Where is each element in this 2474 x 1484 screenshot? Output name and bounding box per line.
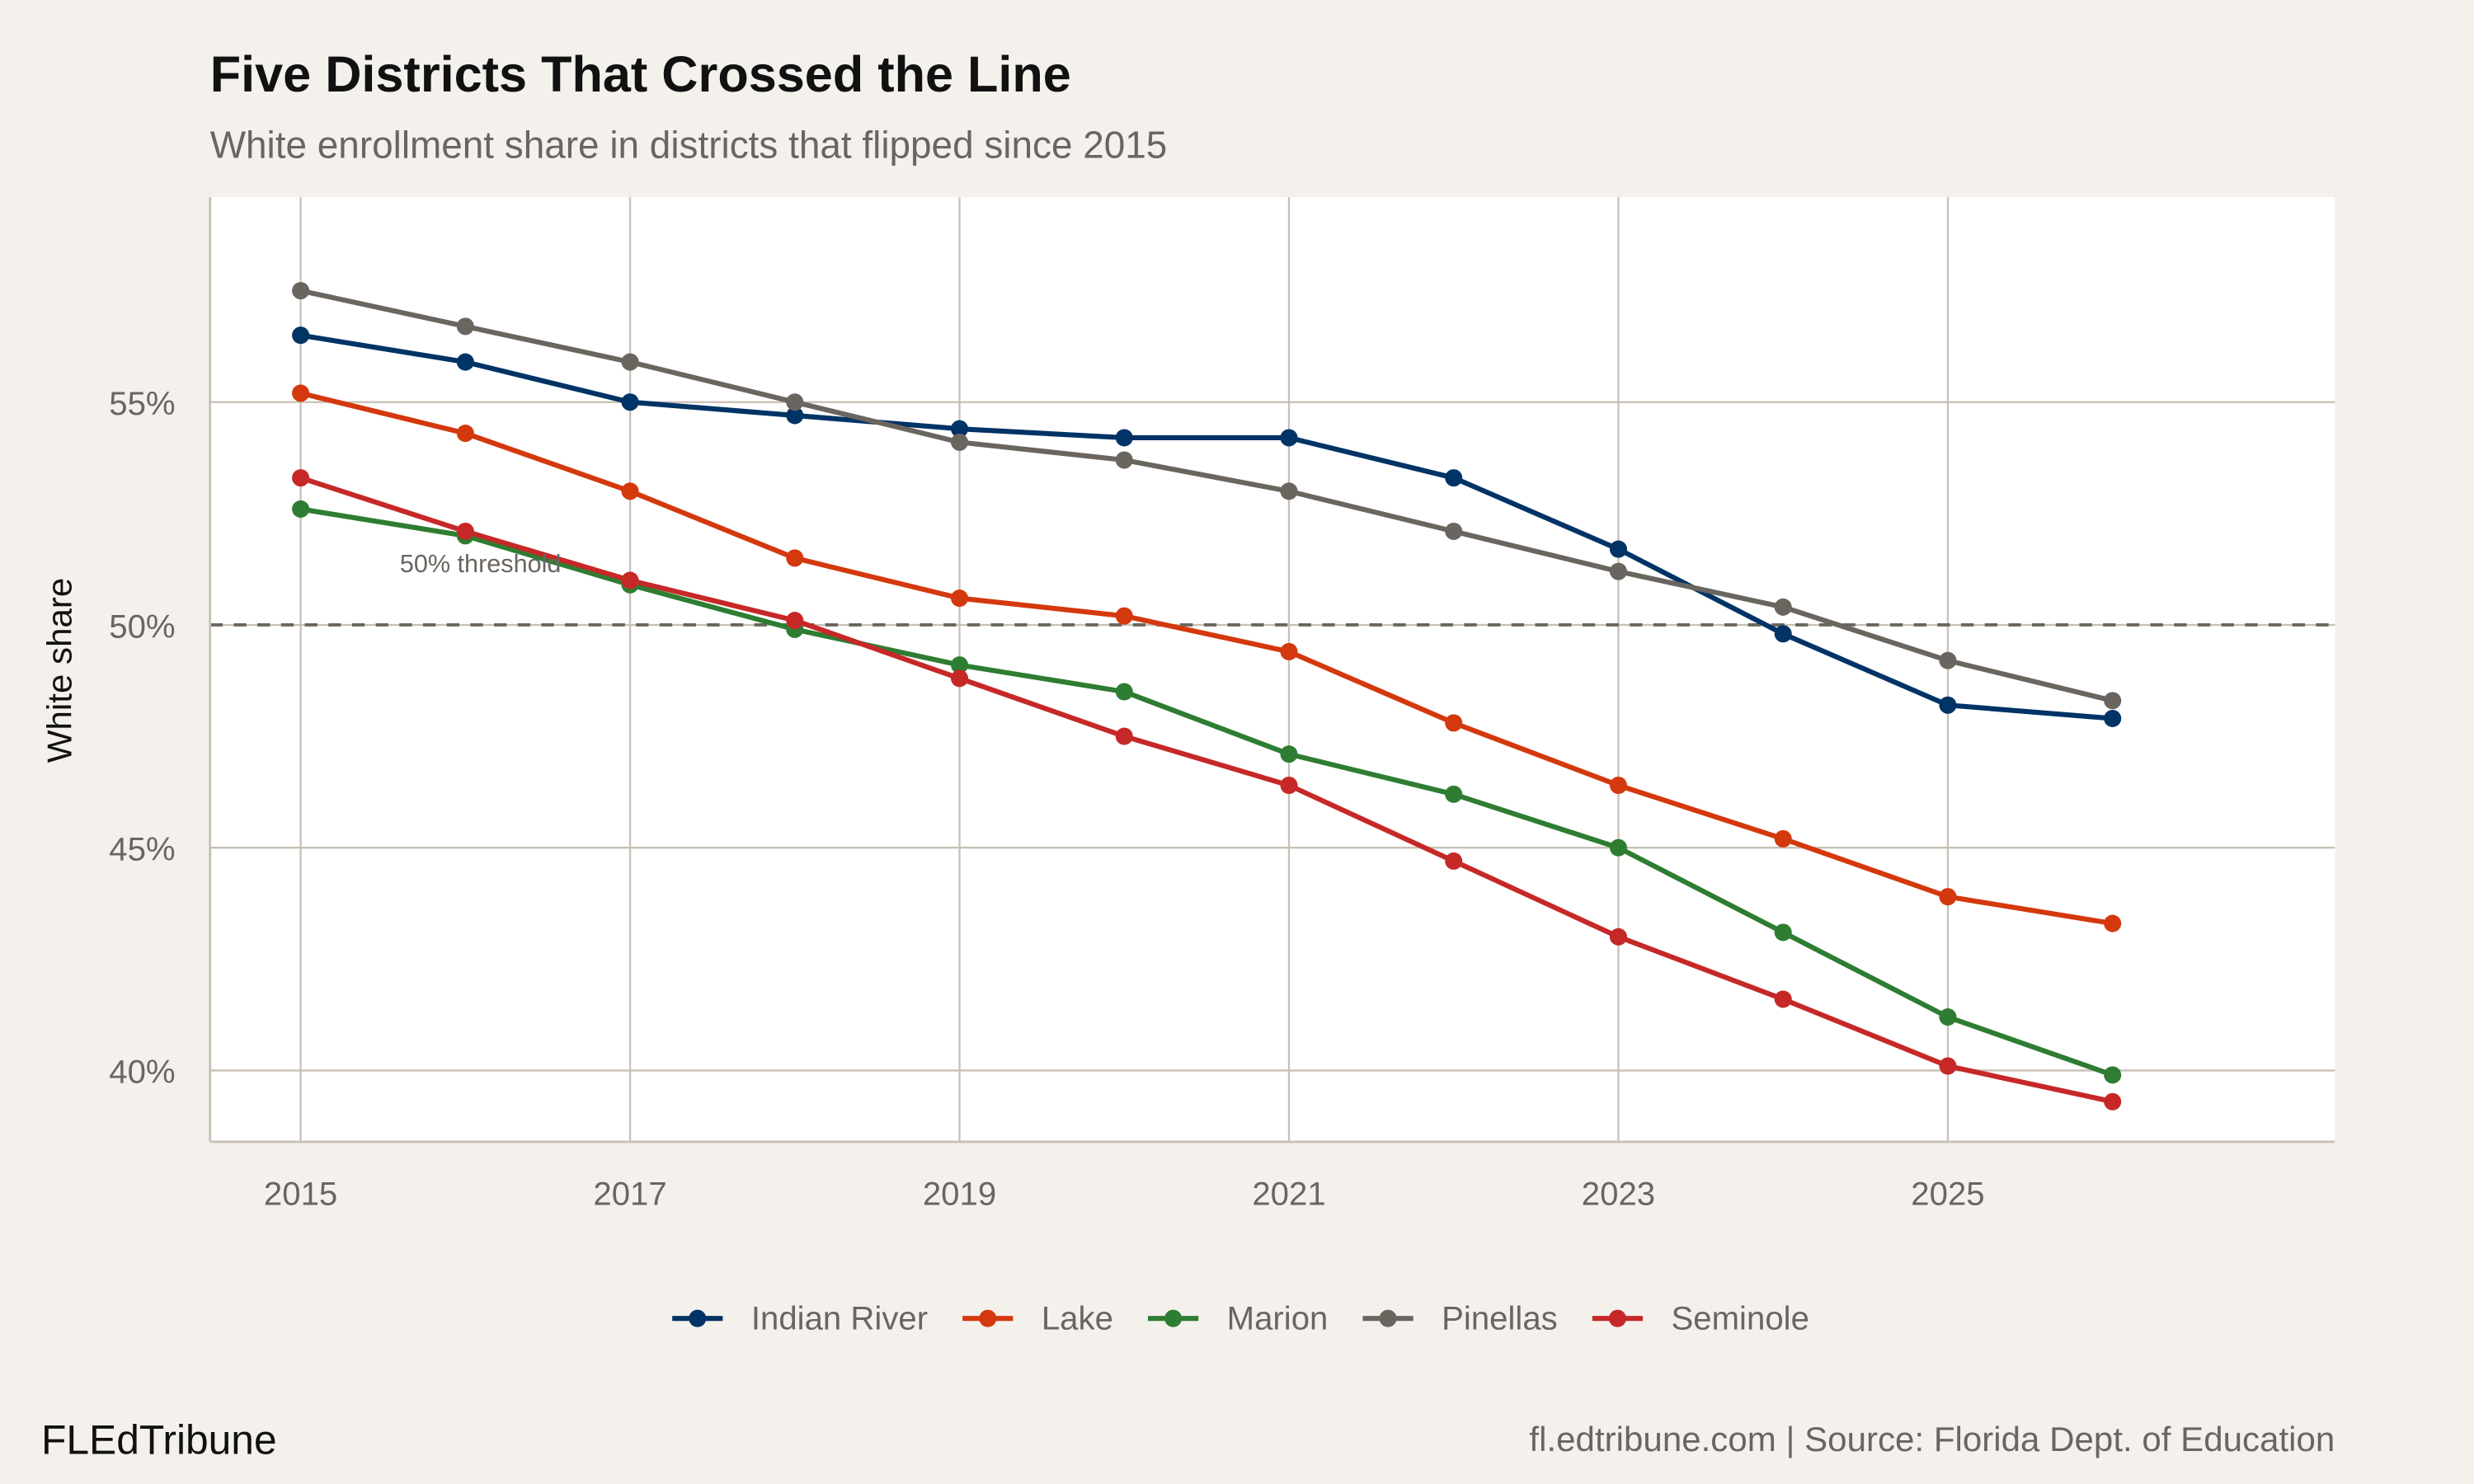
data-point: [292, 282, 310, 300]
data-point: [1445, 469, 1463, 487]
data-point: [1774, 990, 1792, 1008]
legend-item: Indian River: [672, 1300, 928, 1337]
data-point: [1280, 642, 1298, 660]
series-line: [299, 288, 2114, 703]
series-marion: [292, 500, 2122, 1084]
data-point: [456, 353, 474, 371]
series-line: [300, 506, 2114, 1078]
data-point: [951, 669, 969, 688]
data-point: [1774, 923, 1792, 942]
data-point: [1115, 683, 1133, 701]
data-point: [786, 549, 804, 567]
series-seminole: [292, 469, 2122, 1111]
data-point: [292, 500, 310, 518]
data-point: [292, 469, 310, 487]
data-point: [1280, 482, 1298, 500]
chart-title: Five Districts That Crossed the Line: [210, 46, 1071, 102]
data-point: [1609, 928, 1628, 946]
data-point: [1115, 451, 1133, 469]
x-tick-label: 2023: [1582, 1175, 1655, 1212]
y-tick-label: 40%: [109, 1054, 175, 1091]
data-point: [1609, 838, 1628, 857]
legend-label: Marion: [1227, 1300, 1329, 1337]
threshold-label: 50% threshold: [400, 550, 562, 578]
data-point: [621, 393, 639, 411]
legend-swatch-point: [1379, 1309, 1397, 1327]
data-point: [1445, 522, 1463, 540]
legend-label: Seminole: [1671, 1300, 1808, 1337]
data-point: [621, 571, 639, 589]
data-point: [1774, 829, 1792, 848]
legend-item: Lake: [962, 1300, 1113, 1337]
footer-brand: FLEdTribune: [41, 1417, 277, 1463]
data-point: [951, 433, 969, 451]
data-point: [2104, 914, 2122, 932]
data-point: [456, 522, 474, 540]
x-tick-label: 2021: [1252, 1175, 1325, 1212]
data-point: [1939, 651, 1957, 669]
data-point: [621, 482, 639, 500]
chart-subtitle: White enrollment share in districts that…: [210, 123, 1168, 166]
data-point: [2104, 692, 2122, 710]
data-point: [456, 317, 474, 336]
data-point: [951, 420, 969, 438]
data-point: [1445, 852, 1463, 870]
footer-source: fl.edtribune.com | Source: Florida Dept.…: [1529, 1420, 2335, 1458]
data-point: [786, 393, 804, 411]
legend-label: Lake: [1042, 1300, 1113, 1337]
series-line: [299, 475, 2114, 1105]
legend-item: Marion: [1148, 1300, 1328, 1337]
y-tick-label: 50%: [109, 608, 175, 645]
data-point: [621, 353, 639, 371]
legend-label: Pinellas: [1442, 1300, 1558, 1337]
data-point: [456, 425, 474, 443]
data-point: [292, 384, 310, 402]
x-tick-label: 2015: [264, 1175, 337, 1212]
data-point: [2104, 1066, 2122, 1084]
x-tick-label: 2019: [923, 1175, 996, 1212]
data-point: [951, 589, 969, 608]
data-point: [786, 406, 804, 425]
series-line: [300, 332, 2113, 721]
legend-label: Indian River: [751, 1300, 928, 1337]
data-point: [1115, 607, 1133, 625]
series-line: [299, 390, 2114, 927]
data-point: [1609, 540, 1628, 558]
data-point: [1939, 1057, 1957, 1075]
series-lake: [292, 384, 2122, 932]
data-point: [951, 656, 969, 674]
data-point: [1445, 785, 1463, 803]
data-point: [2104, 1092, 2122, 1111]
data-point: [1774, 625, 1792, 643]
legend-swatch-point: [979, 1309, 997, 1327]
data-point: [1939, 888, 1957, 906]
x-tick-label: 2025: [1911, 1175, 1984, 1212]
y-axis-label: White share: [40, 578, 78, 763]
y-tick-label: 45%: [109, 831, 175, 868]
data-point: [1609, 562, 1628, 580]
data-point: [786, 612, 804, 630]
data-point: [1609, 777, 1628, 795]
data-point: [1774, 598, 1792, 616]
data-point: [1280, 745, 1298, 763]
legend-item: Pinellas: [1362, 1300, 1558, 1337]
data-point: [1115, 429, 1133, 447]
legend-item: Seminole: [1592, 1300, 1809, 1337]
data-point: [1445, 714, 1463, 732]
data-point: [292, 326, 310, 345]
data-point: [1280, 777, 1298, 795]
legend-swatch-point: [689, 1309, 707, 1327]
data-point: [1280, 429, 1298, 447]
x-tick-label: 2017: [593, 1175, 666, 1212]
data-point: [1115, 727, 1133, 745]
legend-swatch-point: [1164, 1309, 1183, 1327]
data-point: [2104, 709, 2122, 727]
series-pinellas: [292, 282, 2122, 710]
series-indian-river: [292, 326, 2122, 727]
y-tick-label: 55%: [109, 385, 175, 422]
data-point: [1939, 1008, 1957, 1026]
legend-swatch-point: [1608, 1309, 1626, 1327]
data-point: [1939, 696, 1957, 714]
